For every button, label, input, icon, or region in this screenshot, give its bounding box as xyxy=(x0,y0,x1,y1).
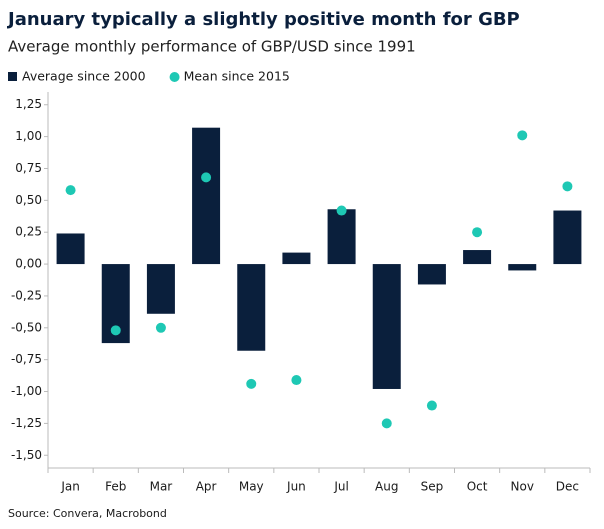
dot xyxy=(246,378,257,389)
chart-subtitle: Average monthly performance of GBP/USD s… xyxy=(8,38,416,56)
dot xyxy=(426,400,437,411)
x-tick-label: Oct xyxy=(467,480,488,494)
x-tick-label: Feb xyxy=(105,480,126,494)
y-tick-label: 1,25 xyxy=(15,97,42,111)
bar xyxy=(237,264,266,351)
y-tick-label: 0,50 xyxy=(15,193,42,207)
legend-marker xyxy=(8,72,17,81)
dot xyxy=(562,181,573,192)
x-tick-label: Jun xyxy=(286,480,306,494)
x-tick-label: Dec xyxy=(556,480,579,494)
y-tick-label: -0,25 xyxy=(11,288,42,302)
bar xyxy=(372,264,401,389)
bar xyxy=(56,233,85,265)
y-tick-label: -0,50 xyxy=(11,320,42,334)
dot xyxy=(110,325,121,336)
y-tick-label: -1,00 xyxy=(11,384,42,398)
x-tick-label: Apr xyxy=(196,480,217,494)
bar xyxy=(192,127,221,265)
bar xyxy=(463,250,492,265)
bar xyxy=(508,264,537,271)
dot xyxy=(201,172,212,183)
dot xyxy=(381,418,392,429)
x-tick-label: Jan xyxy=(60,480,80,494)
y-tick-label: 1,00 xyxy=(15,129,42,143)
y-tick-label: -1,25 xyxy=(11,416,42,430)
bar xyxy=(146,264,175,314)
dot xyxy=(155,322,166,333)
y-tick-label: -0,75 xyxy=(11,352,42,366)
dot xyxy=(517,130,528,141)
bar xyxy=(417,264,446,285)
y-tick-label: 0,25 xyxy=(15,225,42,239)
legend-label: Mean since 2015 xyxy=(184,69,290,84)
y-tick-label: -1,50 xyxy=(11,448,42,462)
x-tick-label: Aug xyxy=(375,480,398,494)
x-tick-label: Nov xyxy=(511,480,534,494)
chart-title: January typically a slightly positive mo… xyxy=(6,9,520,30)
dot xyxy=(472,227,483,238)
legend-marker xyxy=(169,72,180,82)
x-tick-label: Jul xyxy=(333,480,348,494)
x-tick-label: Sep xyxy=(421,480,444,494)
bar xyxy=(282,252,311,265)
bar xyxy=(327,209,356,265)
x-tick-label: May xyxy=(239,480,264,494)
dot xyxy=(291,375,302,386)
bar xyxy=(553,210,582,265)
dot xyxy=(336,205,347,216)
dot xyxy=(65,185,76,196)
legend-label: Average since 2000 xyxy=(22,69,146,84)
y-tick-label: 0,00 xyxy=(15,257,42,271)
x-tick-label: Mar xyxy=(150,480,173,494)
source: Source: Convera, Macrobond xyxy=(8,507,167,520)
y-tick-label: 0,75 xyxy=(15,161,42,175)
